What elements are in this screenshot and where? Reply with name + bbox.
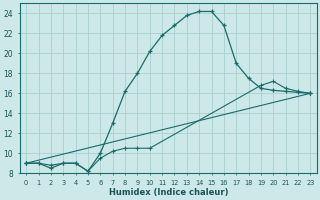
X-axis label: Humidex (Indice chaleur): Humidex (Indice chaleur) — [108, 188, 228, 197]
